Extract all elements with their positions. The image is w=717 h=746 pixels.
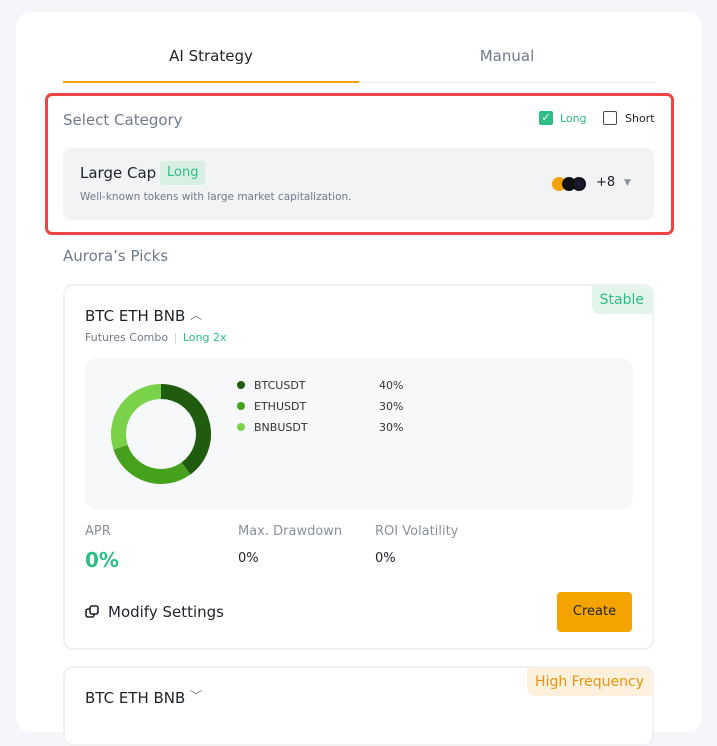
- category-description: Well-known tokens with large market capi…: [80, 191, 352, 203]
- legend-label: BNBUSDT: [254, 421, 308, 434]
- legend-value: 40%: [379, 379, 404, 392]
- donut-slice-ethusdt: [113, 444, 191, 484]
- category-badge: Long: [160, 161, 206, 185]
- tab-manual[interactable]: Manual: [359, 36, 655, 83]
- highlight-box: [45, 93, 674, 235]
- donut-slice-bnbusdt: [111, 384, 162, 450]
- strategy-type: Futures Combo: [85, 331, 169, 344]
- tag-stable: Stable: [591, 286, 652, 314]
- picks-title: Aurora’s Picks: [63, 247, 169, 265]
- strategy-direction: Long 2x: [182, 331, 227, 344]
- chevron-up-icon[interactable]: ︿: [190, 308, 203, 322]
- filter-short-label: Short: [625, 111, 655, 125]
- category-select[interactable]: Large Cap Long Well-known tokens with la…: [63, 148, 654, 220]
- dropdown-caret-icon[interactable]: ▼: [624, 178, 631, 188]
- legend-value: 30%: [379, 400, 404, 413]
- legend-item: ETHUSDT 30%: [237, 400, 403, 413]
- filter-short[interactable]: Short: [603, 111, 655, 125]
- legend-value: 30%: [379, 421, 404, 434]
- card-title: BTC ETH BNB: [85, 689, 186, 707]
- filter-long-label: Long: [560, 111, 587, 125]
- copy-icon: [85, 605, 99, 618]
- category-name: Large Cap: [80, 164, 157, 182]
- legend-item: BTCUSDT 40%: [237, 379, 403, 392]
- strategy-card: Stable BTC ETH BNB ︿ Futures Combo | Lon…: [63, 284, 654, 650]
- volatility-label: ROI Volatility: [375, 524, 459, 539]
- modify-settings-label: Modify Settings: [108, 603, 224, 621]
- create-button[interactable]: Create: [557, 592, 632, 632]
- legend-item: BNBUSDT 30%: [237, 421, 403, 434]
- apr-label: APR: [85, 524, 111, 539]
- legend-dot: [237, 423, 245, 431]
- donut-chart: [111, 384, 211, 484]
- chevron-down-icon[interactable]: ﹀: [190, 689, 203, 703]
- allocation-chart: BTCUSDT 40% ETHUSDT 30% BNBUSDT 30%: [85, 358, 633, 510]
- coin-icons: [552, 177, 592, 191]
- strategy-card: High Frequency BTC ETH BNB ﹀: [63, 666, 654, 746]
- drawdown-label: Max. Drawdown: [238, 524, 343, 539]
- checkbox-unchecked-icon[interactable]: [603, 111, 617, 125]
- tab-ai-strategy[interactable]: AI Strategy: [63, 36, 359, 83]
- tag-high-frequency: High Frequency: [527, 668, 652, 696]
- legend-label: ETHUSDT: [254, 400, 307, 413]
- card-title: BTC ETH BNB: [85, 307, 186, 325]
- apr-value: 0%: [85, 548, 119, 572]
- volatility-value: 0%: [375, 551, 396, 566]
- more-coins-count: +8: [596, 175, 616, 190]
- legend-label: BTCUSDT: [254, 379, 306, 392]
- legend-dot: [237, 402, 245, 410]
- donut-slice-btcusdt: [160, 384, 211, 475]
- drawdown-value: 0%: [238, 551, 259, 566]
- legend-dot: [237, 381, 245, 389]
- card-subtitle: Futures Combo | Long 2x: [85, 331, 227, 344]
- filter-long[interactable]: ✓ Long: [539, 111, 587, 125]
- checkbox-checked-icon[interactable]: ✓: [539, 111, 553, 125]
- select-category-label: Select Category: [63, 111, 183, 129]
- sol-icon: [572, 177, 586, 191]
- modify-settings-button[interactable]: Modify Settings: [85, 603, 224, 621]
